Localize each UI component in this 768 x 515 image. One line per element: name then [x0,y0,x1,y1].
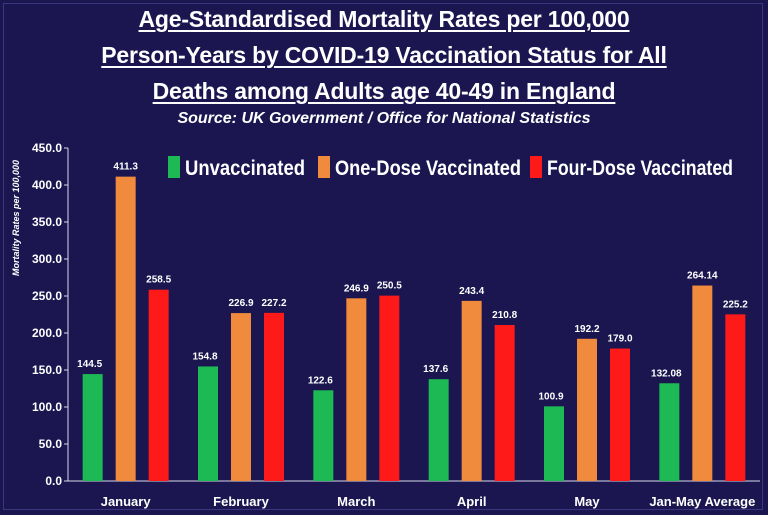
bar-four-dose-vaccinated [610,348,630,481]
y-tick-label: 200.0 [32,326,62,340]
chart-subtitle: Source: UK Government / Office for Natio… [177,110,591,127]
bar-four-dose-vaccinated [379,295,400,481]
legend-swatch [530,156,542,178]
legend-swatch [318,156,330,178]
bar-four-dose-vaccinated [148,289,169,481]
bar-one-dose-vaccinated [692,285,713,481]
data-label: 411.3 [113,162,138,173]
data-label: 225.2 [723,299,748,310]
x-tick-label: January [101,494,152,509]
chart-frame [3,3,763,510]
y-tick-label: 100.0 [32,400,62,414]
data-label: 154.8 [192,351,217,362]
bar-one-dose-vaccinated [115,176,136,481]
bar-unvaccinated [313,390,334,481]
y-tick-label: 350.0 [32,215,62,229]
bar-one-dose-vaccinated [461,300,482,481]
data-label: 243.4 [459,286,484,297]
bar-unvaccinated [544,406,564,481]
data-label: 179.0 [607,334,632,345]
data-label: 132.08 [651,368,682,379]
chart-title-line-3: Deaths among Adults age 40-49 in England [152,78,616,104]
chart-title-line-1: Age-Standardised Mortality Rates per 100… [138,6,630,32]
chart-title-line-2: Person-Years by COVID-19 Vaccination Sta… [101,42,667,68]
legend-label: Unvaccinated [185,157,305,180]
y-tick-label: 450.0 [32,141,62,155]
data-label: 122.6 [308,375,333,386]
bar-unvaccinated [428,379,449,481]
data-label: 258.5 [146,275,171,286]
data-label: 137.6 [423,364,448,375]
x-tick-label: April [457,494,487,509]
bar-unvaccinated [198,366,218,481]
legend-swatch [168,156,180,178]
bar-four-dose-vaccinated [264,312,284,481]
y-tick-label: 50.0 [39,437,63,451]
data-label: 192.2 [574,324,599,335]
bar-four-dose-vaccinated [494,325,515,481]
bar-unvaccinated [82,374,103,481]
y-tick-label: 0.0 [45,474,62,488]
data-label: 226.9 [228,298,253,309]
bar-one-dose-vaccinated [577,338,597,481]
y-tick-label: 400.0 [32,178,62,192]
y-axis-title: Mortality Rates per 100,000 [11,160,21,276]
data-label: 246.9 [344,283,369,294]
y-tick-label: 150.0 [32,363,62,377]
data-label: 264.14 [687,271,718,282]
data-label: 100.9 [538,391,563,402]
bar-unvaccinated [659,383,680,481]
data-label: 227.2 [261,298,286,309]
x-tick-label: February [213,494,269,509]
x-tick-label: Jan-May Average [649,494,755,509]
bar-four-dose-vaccinated [725,314,746,481]
data-label: 250.5 [377,281,402,292]
y-tick-label: 250.0 [32,289,62,303]
x-tick-label: March [337,494,375,509]
data-label: 210.8 [492,310,517,321]
legend-label: One-Dose Vaccinated [335,157,521,180]
bar-one-dose-vaccinated [346,298,367,481]
legend-label: Four-Dose Vaccinated [547,157,733,180]
x-tick-label: May [574,494,600,509]
bar-one-dose-vaccinated [231,313,251,481]
data-label: 144.5 [77,359,102,370]
y-tick-label: 300.0 [32,252,62,266]
